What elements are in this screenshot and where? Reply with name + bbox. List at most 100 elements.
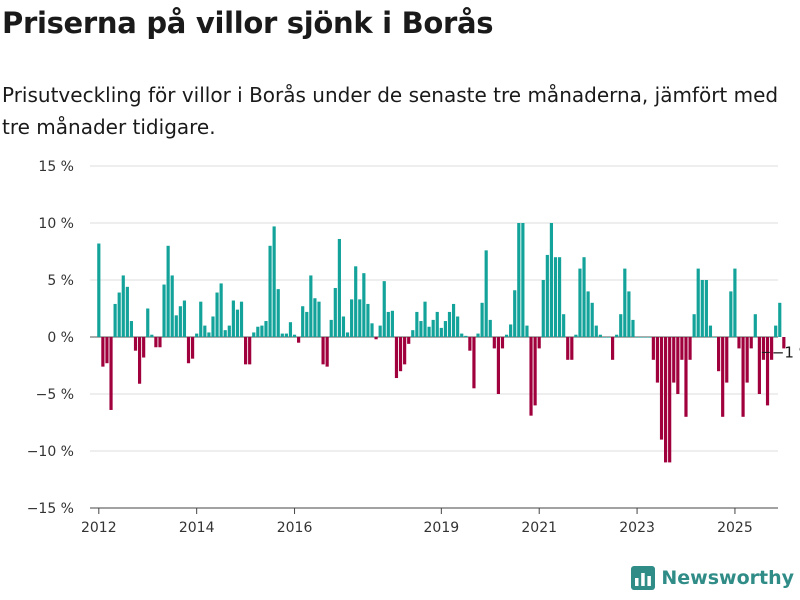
bar [252,332,256,337]
x-axis-labels: 2012 2014 2016 2019 2021 2023 2025 [81,508,753,536]
bar [745,337,749,383]
bar [362,273,366,337]
y-tick-label: 5 % [47,273,74,289]
bar [692,314,696,337]
bar [154,337,158,348]
bar [439,327,443,337]
last-value-annotation: −1 % [761,343,800,361]
bar [125,286,129,337]
last-value-label: −1 % [772,343,800,361]
bar [370,323,374,337]
bar [725,337,729,383]
bar [464,335,468,337]
bar [358,299,362,337]
bar [101,337,105,367]
bar [704,280,708,337]
bar [407,337,411,344]
bar [350,299,354,337]
bar [227,325,231,337]
bar [639,337,643,338]
bar [178,306,182,337]
bar [398,337,403,372]
bar [655,337,660,383]
bar [562,314,566,337]
y-tick-label: −5 % [36,387,74,403]
bar [211,316,215,337]
bar [366,303,370,337]
bar [394,337,399,379]
bar [341,316,346,337]
bar [244,337,248,365]
bar [733,268,737,337]
bar [647,337,651,338]
price-change-bar-chart: 15 %10 %5 %0 %−5 %−10 %−15 % 2012 2014 201… [27,159,800,536]
bar [509,324,513,337]
bar [684,337,688,417]
bar [476,333,480,337]
bar [729,291,733,337]
bar [166,245,170,337]
bar [525,325,529,337]
bar [460,333,464,337]
bar [659,337,664,440]
bar [325,337,329,367]
bar [765,337,770,406]
bar [415,311,419,337]
bar [631,319,635,337]
bar [223,330,227,337]
bar [488,319,492,337]
x-tick-label: 2019 [424,520,460,536]
bar [712,337,717,338]
bar [586,291,590,337]
bar [354,266,358,337]
bar [578,268,582,337]
x-tick-label: 2025 [717,520,753,536]
bar [594,325,598,337]
bar [521,223,525,337]
y-tick-label: 0 % [47,330,74,346]
brand-name: Newsworthy [661,567,794,589]
bar [549,223,554,337]
bar [761,337,766,360]
bar [696,268,700,337]
bar [170,275,174,337]
bar [182,300,187,337]
bar [374,337,378,340]
bar [619,314,623,337]
bar [288,322,293,337]
bars [97,223,786,463]
bar [109,337,113,410]
bar [431,319,435,337]
y-tick-label: 15 % [38,159,74,175]
bar [492,337,496,349]
bar [517,223,521,337]
bar [472,337,476,389]
bar [447,311,452,337]
bar [451,303,456,337]
x-tick-label: 2016 [277,520,313,536]
bar [419,321,423,337]
bar [717,337,721,372]
bar [301,306,305,337]
bar [117,292,121,337]
bar [602,337,607,338]
bar [199,301,203,337]
bar [574,334,578,337]
bar [668,337,672,463]
bar [680,337,684,360]
bar [443,321,447,337]
bar [292,334,297,337]
bar-chart-logo-icon [631,566,656,590]
bar [186,337,191,364]
bar [533,337,537,406]
bar [305,311,309,337]
bar [329,319,333,337]
y-axis-labels: 15 % 10 % 5 % 0 % −5 % −10 % −15 % [27,159,74,517]
bar [113,303,117,337]
bar [390,310,394,337]
bar [541,280,545,337]
bar [708,325,713,337]
bar [207,332,211,337]
bar [129,321,134,337]
bar [484,250,488,337]
